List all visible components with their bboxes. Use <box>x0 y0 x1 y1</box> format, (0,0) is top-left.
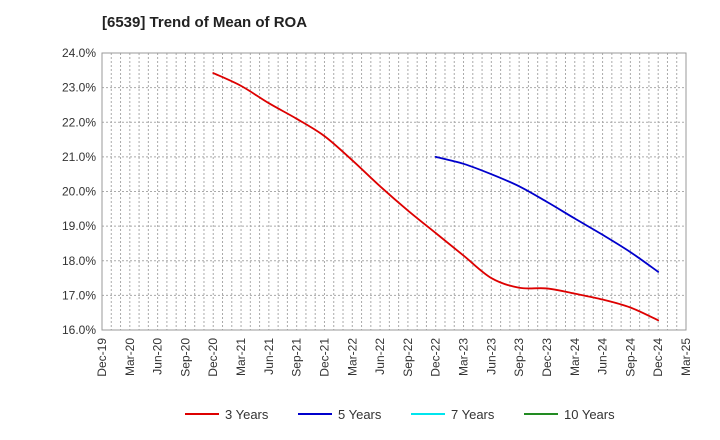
x-tick-label: Dec-20 <box>206 338 220 377</box>
series-line-3-years <box>212 72 660 322</box>
x-tick-label: Mar-21 <box>234 338 248 376</box>
x-tick-label: Dec-19 <box>95 338 109 377</box>
x-tick-label: Sep-24 <box>623 338 637 377</box>
y-tick-label: 21.0% <box>62 150 96 164</box>
y-tick-label: 16.0% <box>62 323 96 337</box>
legend: 3 Years 5 Years 7 Years 10 Years <box>185 407 615 422</box>
x-tick-label: Mar-20 <box>123 338 137 376</box>
y-tick-label: 19.0% <box>62 219 96 233</box>
x-tick-label: Dec-21 <box>317 338 331 377</box>
series-layer <box>212 72 660 322</box>
y-tick-label: 17.0% <box>62 288 96 302</box>
chart-title: [6539] Trend of Mean of ROA <box>102 14 308 31</box>
x-tick-label: Jun-22 <box>373 338 387 375</box>
axis-layer: 16.0% 17.0% 18.0% 19.0% 20.0% 21.0% 22.0% 23.0%… <box>62 46 693 377</box>
x-tick-label: Sep-23 <box>512 338 526 377</box>
legend-label: 3 Years <box>225 407 269 422</box>
legend-label: 10 Years <box>564 407 615 422</box>
y-tick-label: 18.0% <box>62 254 96 268</box>
series-line-5-years <box>434 155 660 273</box>
x-tick-label: Mar-22 <box>345 338 359 376</box>
x-tick-label: Dec-24 <box>651 338 665 377</box>
plot-area-frame <box>101 52 687 331</box>
y-tick-label: 22.0% <box>62 115 96 129</box>
x-tick-label: Dec-22 <box>429 338 443 377</box>
x-tick-label: Sep-20 <box>178 338 192 377</box>
x-tick-label: Mar-24 <box>568 338 582 376</box>
x-tick-label: Dec-23 <box>540 338 554 377</box>
x-tick-label: Jun-24 <box>596 338 610 375</box>
y-tick-label: 23.0% <box>62 81 96 95</box>
legend-label: 7 Years <box>451 407 495 422</box>
y-tick-label: 24.0% <box>62 46 96 60</box>
x-tick-label: Sep-21 <box>290 338 304 377</box>
x-tick-label: Sep-22 <box>401 338 415 377</box>
x-tick-label: Mar-23 <box>457 338 471 376</box>
x-tick-label: Jun-21 <box>262 338 276 375</box>
y-tick-label: 20.0% <box>62 185 96 199</box>
x-tick-label: Mar-25 <box>679 338 693 376</box>
x-tick-label: Jun-20 <box>151 338 165 375</box>
legend-label: 5 Years <box>338 407 382 422</box>
grid-layer <box>102 53 686 330</box>
x-tick-label: Jun-23 <box>484 338 498 375</box>
